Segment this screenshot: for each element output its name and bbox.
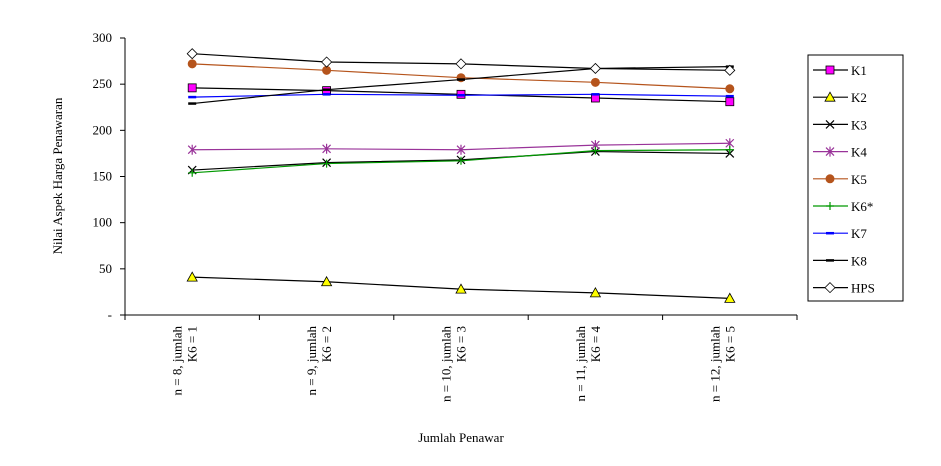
marker — [188, 168, 197, 177]
marker — [187, 144, 197, 155]
marker — [724, 292, 736, 303]
legend-label: K7 — [851, 226, 867, 241]
marker-part — [825, 146, 835, 157]
marker-part — [725, 97, 735, 107]
x-tick-label: n = 12, jumlah — [707, 326, 722, 402]
marker — [456, 144, 466, 155]
marker-part — [322, 159, 331, 168]
y-tick-label: 150 — [93, 169, 113, 184]
marker-part — [187, 59, 197, 69]
marker-part — [826, 202, 834, 210]
legend-label: K1 — [851, 63, 867, 78]
marker-part — [186, 271, 198, 282]
marker — [186, 48, 198, 60]
y-axis-label: Nilai Aspek Harga Penawaran — [50, 97, 65, 254]
y-tick-label: 300 — [93, 30, 113, 45]
marker — [321, 56, 333, 68]
y-tick-label: 100 — [93, 215, 113, 230]
marker-part — [824, 91, 836, 102]
marker — [455, 283, 467, 294]
x-tick-label: n = 10, jumlah — [439, 326, 454, 402]
marker — [724, 64, 736, 76]
x-tick-label: K6 = 4 — [588, 326, 603, 363]
marker — [590, 77, 600, 87]
marker — [186, 271, 198, 282]
x-tick-label: n = 9, jumlah — [304, 326, 319, 396]
marker-part — [321, 56, 333, 68]
marker-part — [455, 283, 467, 294]
marker-part — [589, 62, 601, 75]
marker — [591, 146, 600, 155]
marker — [187, 59, 197, 69]
marker-part — [824, 282, 836, 294]
marker-part — [724, 292, 736, 303]
x-tick-label: n = 8, jumlah — [170, 326, 185, 396]
x-tick-label: K6 = 5 — [722, 326, 737, 362]
marker — [824, 282, 836, 294]
legend-label: K2 — [851, 90, 867, 105]
marker — [825, 119, 835, 129]
marker — [824, 91, 836, 102]
marker — [825, 174, 835, 184]
marker-part — [724, 64, 736, 76]
marker-part — [187, 144, 197, 155]
x-tick-label: n = 11, jumlah — [573, 326, 588, 402]
marker-part — [725, 145, 734, 154]
y-tick-label: 250 — [93, 76, 113, 91]
marker-part — [456, 144, 466, 155]
marker — [322, 159, 331, 168]
marker-part — [589, 287, 602, 298]
marker — [589, 287, 602, 298]
x-tick-label: K6 = 1 — [185, 326, 200, 362]
marker-part — [186, 48, 198, 60]
marker-part — [825, 119, 835, 129]
legend-label: K3 — [851, 117, 867, 132]
x-tick-label: K6 = 2 — [319, 326, 334, 362]
marker — [322, 143, 332, 154]
marker-part — [825, 174, 835, 184]
marker-part — [455, 58, 467, 70]
marker-part — [320, 275, 333, 287]
marker — [725, 84, 735, 94]
y-tick-label: 50 — [99, 261, 112, 276]
legend-label: K5 — [851, 172, 867, 187]
x-axis-label: Jumlah Penawar — [418, 430, 504, 445]
legend-label: K4 — [851, 145, 867, 160]
marker — [825, 146, 835, 157]
marker-part — [457, 156, 465, 165]
marker — [725, 97, 735, 107]
marker — [320, 275, 333, 287]
marker-part — [591, 146, 600, 155]
y-tick-label: 200 — [93, 122, 113, 137]
marker — [457, 156, 465, 165]
legend-label: HPS — [851, 281, 875, 296]
marker — [455, 58, 467, 70]
marker — [826, 202, 834, 210]
x-tick-label: K6 = 3 — [454, 326, 469, 362]
marker-part — [825, 65, 835, 75]
marker-part — [322, 143, 332, 154]
marker-part — [187, 83, 197, 93]
legend-label: K6* — [851, 199, 873, 214]
marker-part — [590, 77, 600, 87]
marker-part — [188, 168, 197, 177]
marker — [725, 145, 734, 154]
legend-label: K8 — [851, 253, 867, 268]
y-tick-label: - — [108, 307, 112, 322]
marker — [825, 65, 835, 75]
marker-part — [725, 84, 735, 94]
marker — [589, 62, 601, 75]
marker — [187, 83, 197, 93]
